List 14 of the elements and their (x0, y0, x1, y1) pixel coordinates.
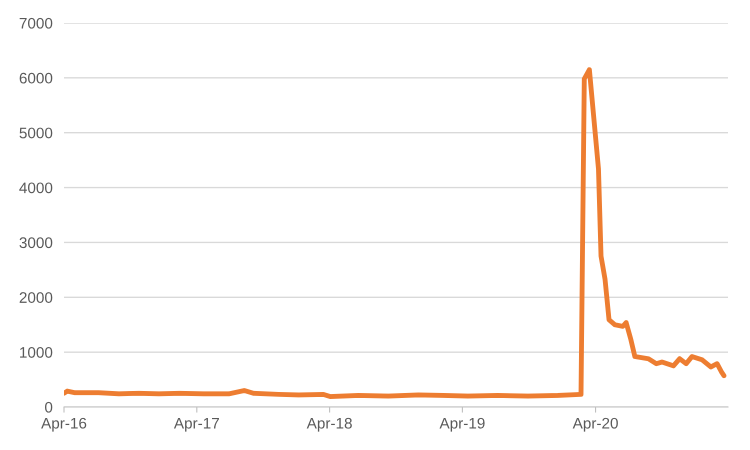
y-tick-label: 5000 (20, 128, 52, 138)
y-tick-label: 3000 (19, 237, 52, 248)
y-tick-label: 2000 (20, 292, 52, 303)
y-tick-label: 4000 (19, 182, 52, 194)
x-tick-label: Apr-19 (440, 418, 485, 432)
y-tick-label: 1000 (20, 347, 52, 358)
x-tick-label: Apr-20 (572, 418, 618, 432)
x-tick-label: Apr-18 (306, 418, 352, 432)
y-tick-label: 6000 (20, 72, 52, 84)
x-tick-label: Apr-17 (174, 418, 219, 432)
line-series (64, 67, 726, 400)
y-tick-label: 0 (44, 402, 52, 413)
y-tick-label: 7000 (20, 18, 52, 29)
x-tick-label: Apr-16 (41, 418, 86, 432)
